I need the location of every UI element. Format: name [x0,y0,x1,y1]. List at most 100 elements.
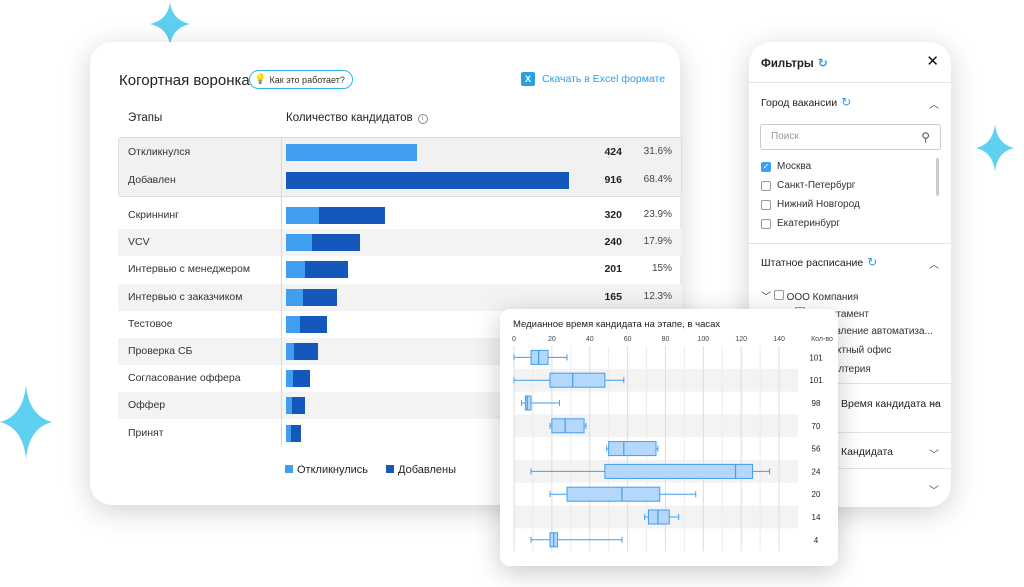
bar-responded[interactable] [286,207,320,224]
tree-item[interactable]: Бухгалтерия [813,364,871,375]
stage-label: VCV [128,236,150,249]
tree-item[interactable]: Управление автоматиза... [813,326,933,337]
tree-checkbox[interactable] [773,290,784,300]
checkbox[interactable] [761,218,771,229]
stage-count: 320 [604,209,622,221]
cohort-funnel-card: Когортная воронка 💡 Как это работает? X … [90,42,682,505]
bar-responded[interactable] [286,397,293,415]
box [604,463,754,479]
city-option[interactable]: Екатеринбург [761,218,840,229]
bar-responded[interactable] [286,261,306,279]
funnel-row: Скриннинг 320 23.9% [118,202,682,229]
chevron-down-icon[interactable]: ﹀ [761,292,771,303]
count-label: 14 [812,513,821,522]
chevron-up-icon[interactable]: ︿ [929,260,939,271]
city-section-label: Город вакансии [761,97,838,109]
x-tick-label: 40 [586,336,594,343]
lightbulb-icon: 💡 [254,73,267,85]
search-icon[interactable]: ⚲ [921,130,930,144]
refresh-icon[interactable]: ↻ [867,255,878,269]
search-placeholder: Поиск [771,131,799,142]
bar-added[interactable] [305,261,349,279]
stage-percent: 23.9% [643,209,672,220]
tree-label: Управление автоматиза... [813,326,933,337]
chevron-down-icon[interactable]: ﹀ [929,450,939,461]
bar-added[interactable] [290,424,301,442]
staff-section-header[interactable]: Штатное расписание ↻ [761,255,877,269]
funnel-row: Откликнулся 424 31.6% [118,139,682,166]
divider [749,468,951,469]
sparkle-icon [976,124,1014,172]
tree-label: Бухгалтерия [813,364,871,375]
count-label: 24 [812,467,821,476]
bar-responded[interactable] [286,315,300,333]
stage-label: Скриннинг [128,209,179,221]
chart-title: Медианное время кандидата на этапе, в ча… [513,319,721,330]
bar-responded[interactable] [286,288,303,306]
divider [749,383,951,384]
city-option[interactable]: Нижний Новгород [761,199,860,210]
candidate-section-header[interactable]: Кандидата [841,446,894,458]
stage-percent: 12.3% [643,290,672,302]
divider [749,243,951,244]
help-link[interactable]: 💡 Как это работает? [249,70,353,89]
divider [749,432,951,433]
city-option[interactable]: ✓ Москва [761,161,811,172]
bar-added[interactable] [302,288,337,306]
chevron-down-icon[interactable]: ﹀ [929,486,939,497]
bar-added[interactable] [293,343,319,360]
funnel-row: VCV 240 17.9% [118,229,682,257]
funnel-row: Тестовое [118,311,682,338]
bar-added[interactable] [286,172,569,189]
stage-count: 916 [604,174,622,186]
checkbox[interactable] [761,199,771,210]
scrollbar[interactable] [936,158,939,196]
bar-responded[interactable] [286,343,294,360]
bar-added[interactable] [292,397,305,415]
x-tick-label: 60 [624,336,632,343]
median-time-chart-card: Медианное время кандидата на этапе, в ча… [500,309,838,566]
filters-panel: Фильтры ↻ ✕ Город вакансии ↻ ︿ Поиск ⚲ ✓ Мос… [749,42,951,507]
x-tick-label: 100 [697,336,709,343]
bar-added[interactable] [311,234,361,252]
tree-item[interactable]: Проектный офис [813,345,891,356]
stage-percent: 17.9% [643,236,672,248]
chevron-up-icon[interactable]: ︿ [929,100,939,111]
stage-label: Проверка СБ [128,345,193,357]
export-excel-link[interactable]: X Скачать в Excel формате [521,72,665,86]
close-icon[interactable]: ✕ [926,53,939,70]
filters-title: Фильтры ↻ [761,56,828,70]
bar-responded[interactable] [286,234,312,252]
refresh-icon[interactable]: ↻ [841,95,852,109]
stage-percent: 15% [651,263,672,275]
info-icon[interactable]: i [417,114,428,124]
tree-label: Проектный офис [813,345,892,356]
bar-added[interactable] [292,370,310,388]
city-search-input[interactable]: Поиск ⚲ [760,124,941,150]
box [524,395,532,411]
checkbox[interactable]: ✓ [761,161,771,172]
city-option-label: Санкт-Петербург [777,180,856,191]
bar-responded[interactable] [286,424,291,442]
count-label: 56 [812,445,821,454]
stage-count: 424 [604,146,622,158]
stage-percent: 68.4% [643,174,672,185]
city-option[interactable]: Санкт-Петербург [761,180,855,191]
stage-label: Интервью с заказчиком [128,290,243,303]
tree-item-company[interactable]: ﹀ ООО Компания [761,288,858,303]
funnel-row: Принят [118,420,682,447]
bar-added[interactable] [319,207,385,224]
bar-added[interactable] [299,315,328,333]
checkbox[interactable] [761,180,771,191]
chevron-down-icon[interactable]: ﹀ [929,402,939,413]
bar-responded[interactable] [286,144,417,161]
city-section-header[interactable]: Город вакансии ↻ [761,95,851,109]
staff-section-label: Штатное расписание [761,257,864,269]
bar-responded[interactable] [286,370,293,388]
legend-swatch-added [386,465,395,473]
box [549,372,606,388]
stage-label: Принят [128,426,164,439]
time-section-header[interactable]: Время кандидата на [841,398,941,410]
count-column-label: Количество кандидатов [286,112,413,124]
refresh-icon[interactable]: ↻ [817,56,828,70]
